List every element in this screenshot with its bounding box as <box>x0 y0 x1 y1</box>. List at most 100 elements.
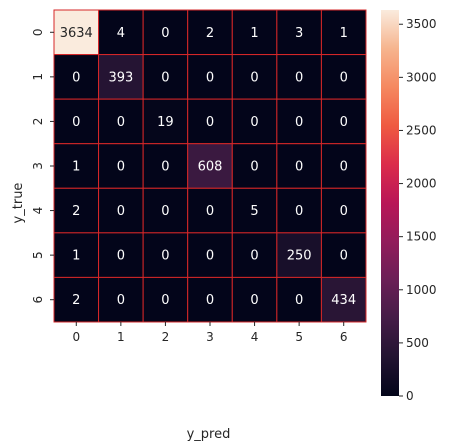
y-axis-ticks: 0 1 2 3 4 5 6 <box>31 28 54 304</box>
cell-value-label: 0 <box>295 115 303 130</box>
heatmap-cell <box>98 143 144 189</box>
x-tick-label: 3 <box>206 330 214 344</box>
x-tick-label: 1 <box>117 330 125 344</box>
y-tick-label: 5 <box>31 251 45 259</box>
cell-value-label: 1 <box>340 26 348 41</box>
y-tick-label: 1 <box>31 73 45 81</box>
cell-value-label: 0 <box>250 70 258 85</box>
cell-value-label: 0 <box>117 204 125 219</box>
y-tick-label: 0 <box>31 28 45 36</box>
cell-value-label: 0 <box>117 159 125 174</box>
heatmap-cell <box>320 276 367 323</box>
cell-value-label: 0 <box>250 249 258 264</box>
heatmap-cell <box>276 9 322 56</box>
colorbar-tick-label: 1500 <box>406 230 437 244</box>
cell-value-label: 0 <box>206 249 214 264</box>
heatmap-cell <box>320 232 367 278</box>
y-tick-label: 3 <box>31 162 45 170</box>
heatmap-cell <box>231 54 278 100</box>
heatmap-cell <box>53 232 100 278</box>
cell-value-label: 0 <box>161 204 169 219</box>
cell-value-label: 0 <box>340 115 348 130</box>
cell-value-label: 1 <box>250 26 258 41</box>
cell-value-label: 0 <box>250 293 258 308</box>
heatmap-cell <box>53 276 100 323</box>
heatmap-cell <box>142 276 189 323</box>
cell-value-label: 0 <box>161 293 169 308</box>
heatmap-cell <box>276 276 322 323</box>
cell-value-label: 0 <box>340 249 348 264</box>
x-tick-label: 2 <box>162 330 170 344</box>
heatmap-cell <box>142 98 189 145</box>
heatmap-cell <box>231 98 278 145</box>
cell-value-label: 0 <box>295 159 303 174</box>
cell-value-label: 0 <box>72 70 80 85</box>
cell-value-label: 0 <box>161 70 169 85</box>
cell-value-label: 0 <box>206 204 214 219</box>
heatmap-cell <box>187 276 233 323</box>
x-tick-label: 0 <box>72 330 80 344</box>
cell-value-label: 608 <box>198 159 223 174</box>
cell-value-label: 1 <box>72 159 80 174</box>
cell-value-label: 0 <box>161 159 169 174</box>
cell-value-label: 0 <box>295 293 303 308</box>
colorbar <box>381 10 399 396</box>
colorbar-tick-label: 2500 <box>406 123 437 137</box>
heatmap-cell <box>98 9 144 56</box>
cell-value-label: 0 <box>161 26 169 41</box>
cell-value-label: 2 <box>72 293 80 308</box>
colorbar-tick-label: 0 <box>406 389 414 403</box>
cell-value-label: 2 <box>72 204 80 219</box>
x-axis-ticks: 0 1 2 3 4 5 6 <box>72 321 348 344</box>
heatmap-cells: 3634 4 0 2 1 3 1 0 393 0 0 0 0 0 0 0 19 0 0 0 0 1 0 0 608 0 0 0 2 0 0 0… <box>53 9 367 323</box>
cell-value-label: 3 <box>295 26 303 41</box>
y-tick-label: 4 <box>31 207 45 215</box>
heatmap-cell <box>142 187 189 234</box>
heatmap-cell <box>231 232 278 278</box>
colorbar-ticks: 0 500 1000 1500 2000 2500 3000 3500 <box>399 17 437 403</box>
heatmap-cell <box>187 232 233 278</box>
cell-value-label: 0 <box>250 115 258 130</box>
heatmap-cell <box>231 276 278 323</box>
cell-value-label: 5 <box>250 204 258 219</box>
heatmap-cell <box>187 98 233 145</box>
cell-value-label: 4 <box>117 26 125 41</box>
colorbar-tick-label: 500 <box>406 336 429 350</box>
cell-value-label: 0 <box>340 159 348 174</box>
cell-value-label: 0 <box>295 70 303 85</box>
cell-value-label: 393 <box>108 70 133 85</box>
heatmap-cell <box>98 232 144 278</box>
colorbar-tick-label: 1000 <box>406 283 437 297</box>
heatmap-cell <box>53 143 100 189</box>
y-tick-label: 6 <box>31 296 45 304</box>
cell-value-label: 0 <box>206 115 214 130</box>
colorbar-tick-label: 2000 <box>406 177 437 191</box>
cell-value-label: 3634 <box>60 26 93 41</box>
cell-value-label: 0 <box>295 204 303 219</box>
cell-value-label: 1 <box>72 249 80 264</box>
heatmap-cell <box>276 98 322 145</box>
heatmap-cell <box>53 187 100 234</box>
cell-value-label: 0 <box>250 159 258 174</box>
cell-value-label: 0 <box>206 70 214 85</box>
colorbar-tick-label: 3000 <box>406 70 437 84</box>
heatmap-cell <box>53 9 100 56</box>
cell-value-label: 0 <box>340 70 348 85</box>
colorbar-tick-label: 3500 <box>406 17 437 31</box>
cell-value-label: 0 <box>117 293 125 308</box>
cell-value-label: 0 <box>161 249 169 264</box>
cell-value-label: 0 <box>117 249 125 264</box>
x-axis-label: y_pred <box>187 427 231 442</box>
cell-value-label: 250 <box>287 249 312 264</box>
heatmap-cell <box>320 98 367 145</box>
cell-value-label: 0 <box>72 115 80 130</box>
heatmap-cell <box>98 98 144 145</box>
cell-value-label: 0 <box>340 204 348 219</box>
cell-value-label: 434 <box>331 293 356 308</box>
cell-value-label: 19 <box>157 115 174 130</box>
heatmap-cell <box>320 143 367 189</box>
x-tick-label: 6 <box>340 330 348 344</box>
heatmap-cell <box>320 54 367 100</box>
y-tick-label: 2 <box>31 118 45 126</box>
